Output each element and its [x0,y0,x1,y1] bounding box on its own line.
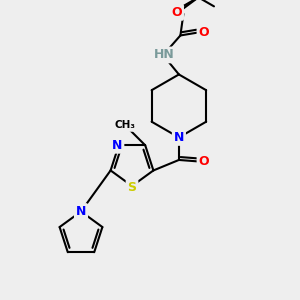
Text: O: O [172,6,182,19]
Text: S: S [128,181,136,194]
Text: N: N [174,131,184,144]
Text: N: N [76,205,86,218]
Text: O: O [199,26,209,39]
Text: HN: HN [154,49,174,62]
Text: N: N [112,139,122,152]
Text: O: O [199,155,209,168]
Text: CH₃: CH₃ [115,120,136,130]
